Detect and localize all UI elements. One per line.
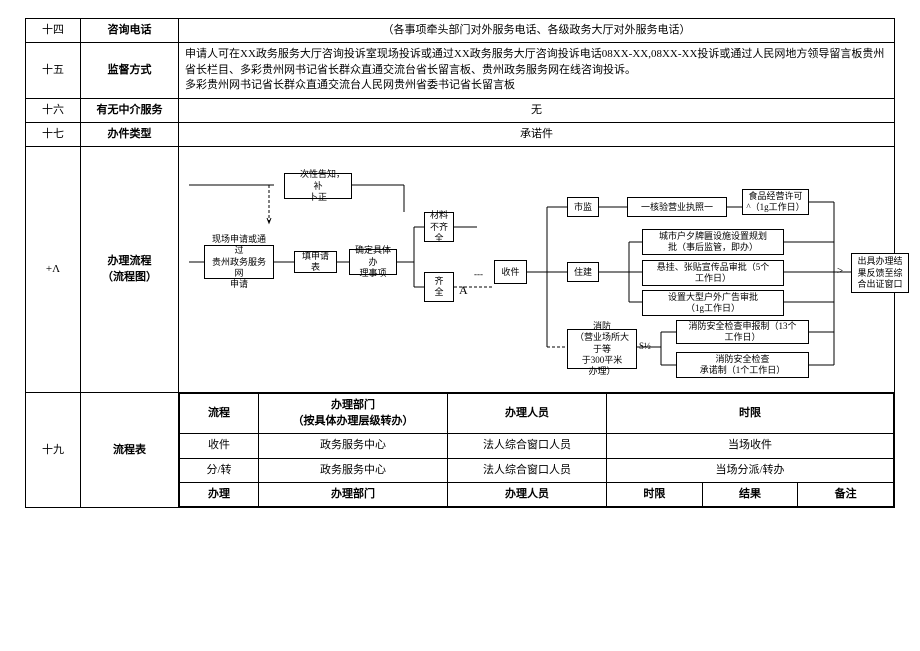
node-poster: 悬挂、张贴宣传品审批（5个 工作日） — [642, 260, 784, 286]
row-16-label: 有无中介服务 — [81, 98, 179, 122]
pt-h1: 流程 — [180, 394, 259, 434]
pt-r1-c1: 收件 — [180, 434, 259, 458]
row-18-label: 办理流程 （流程图） — [81, 147, 179, 393]
pt-r2-c4: 当场分派/转办 — [607, 458, 894, 482]
pt-r2-c2: 政务服务中心 — [259, 458, 448, 482]
pt-h2: 办理部门 （按具体办理层级转办） — [259, 394, 448, 434]
row-18: +Λ 办理流程 （流程图） — [26, 147, 895, 393]
row-18-num: +Λ — [26, 147, 81, 393]
row-19-num: 十九 — [26, 393, 81, 508]
node-receive: 收件 — [494, 260, 527, 284]
label-dashdash: --- — [474, 269, 483, 280]
node-big-ad: 设置大型户外广告审批 （1g工作日） — [642, 290, 784, 316]
node-fire-check-2: 消防安全检查 承诺制（1个工作日） — [676, 352, 809, 378]
pt-r1-c3: 法人综合窗口人员 — [448, 434, 607, 458]
row-19: 十九 流程表 流程 办理部门 （按具体办理层级转办） 办理人员 时限 收件 政务… — [26, 393, 895, 508]
node-result: 出具办理结 果反馈至综 合出证窗口 — [851, 253, 909, 293]
pt-r1-c4: 当场收件 — [607, 434, 894, 458]
node-fire-check-1: 消防安全检查申报制（13个 工作日） — [676, 320, 809, 344]
row-15-num: 十五 — [26, 43, 81, 98]
row-15-label: 监督方式 — [81, 43, 179, 98]
row-15: 十五 监督方式 申请人可在XX政务服务大厅咨询投诉室现场投诉或通过XX政务服务大… — [26, 43, 895, 98]
node-fire: 消防 （营业场所大于等 于300平米 办理） — [567, 329, 637, 369]
row-17-content: 承诺件 — [179, 122, 895, 146]
node-food-permit: 食品经营许可 ^（1g工作日） — [742, 189, 809, 215]
pt-r3-c5: 结果 — [702, 482, 798, 506]
node-shijian: 市监 — [567, 197, 599, 217]
row-14-num: 十四 — [26, 19, 81, 43]
label-A: A — [459, 283, 468, 297]
pt-h4: 时限 — [607, 394, 894, 434]
row-17-label: 办件类型 — [81, 122, 179, 146]
pt-r3-c3: 办理人员 — [448, 482, 607, 506]
row-14-label: 咨询电话 — [81, 19, 179, 43]
flowchart: 一次性告知，补 卜正 现场申请或通过 贵州政务服务网 申请 填申请表 确定具体办… — [179, 147, 894, 392]
label-S: S½ — [639, 341, 651, 352]
pt-r2-c3: 法人综合窗口人员 — [448, 458, 607, 482]
pt-r3-c6: 备注 — [798, 482, 894, 506]
node-once-notice: 一次性告知，补 卜正 — [284, 173, 352, 199]
row-15-content: 申请人可在XX政务服务大厅咨询投诉室现场投诉或通过XX政务服务大厅咨询投诉电话0… — [179, 43, 895, 98]
row-19-label: 流程表 — [81, 393, 179, 508]
label-gt: > — [837, 265, 843, 278]
node-material-incomplete: 材料不齐 全 — [424, 212, 454, 242]
row-16: 十六 有无中介服务 无 — [26, 98, 895, 122]
pt-r2-c1: 分/转 — [180, 458, 259, 482]
node-material-ok: 齐 全 — [424, 272, 454, 302]
node-plaque: 城市户夕牌匾设施设置规划 批（事后监管，即办） — [642, 229, 784, 255]
row-16-num: 十六 — [26, 98, 81, 122]
node-apply: 现场申请或通过 贵州政务服务网 申请 — [204, 245, 274, 279]
pt-r3-c2: 办理部门 — [259, 482, 448, 506]
row-14-content: （各事项牵头部门对外服务电话、各级政务大厅对外服务电话） — [179, 19, 895, 43]
process-table: 流程 办理部门 （按具体办理层级转办） 办理人员 时限 收件 政务服务中心 法人… — [179, 393, 894, 507]
row-17: 十七 办件类型 承诺件 — [26, 122, 895, 146]
node-fill-form: 填申请表 — [294, 251, 337, 273]
row-16-content: 无 — [179, 98, 895, 122]
node-zhujian: 住建 — [567, 262, 599, 282]
pt-r3-c4: 时限 — [607, 482, 703, 506]
row-17-num: 十七 — [26, 122, 81, 146]
node-confirm: 确定具体办 理事项 — [349, 249, 397, 275]
pt-r3-c1: 办理 — [180, 482, 259, 506]
pt-h3: 办理人员 — [448, 394, 607, 434]
pt-r1-c2: 政务服务中心 — [259, 434, 448, 458]
node-license: 一核验营业执照一 — [627, 197, 727, 217]
row-14: 十四 咨询电话 （各事项牵头部门对外服务电话、各级政务大厅对外服务电话） — [26, 19, 895, 43]
